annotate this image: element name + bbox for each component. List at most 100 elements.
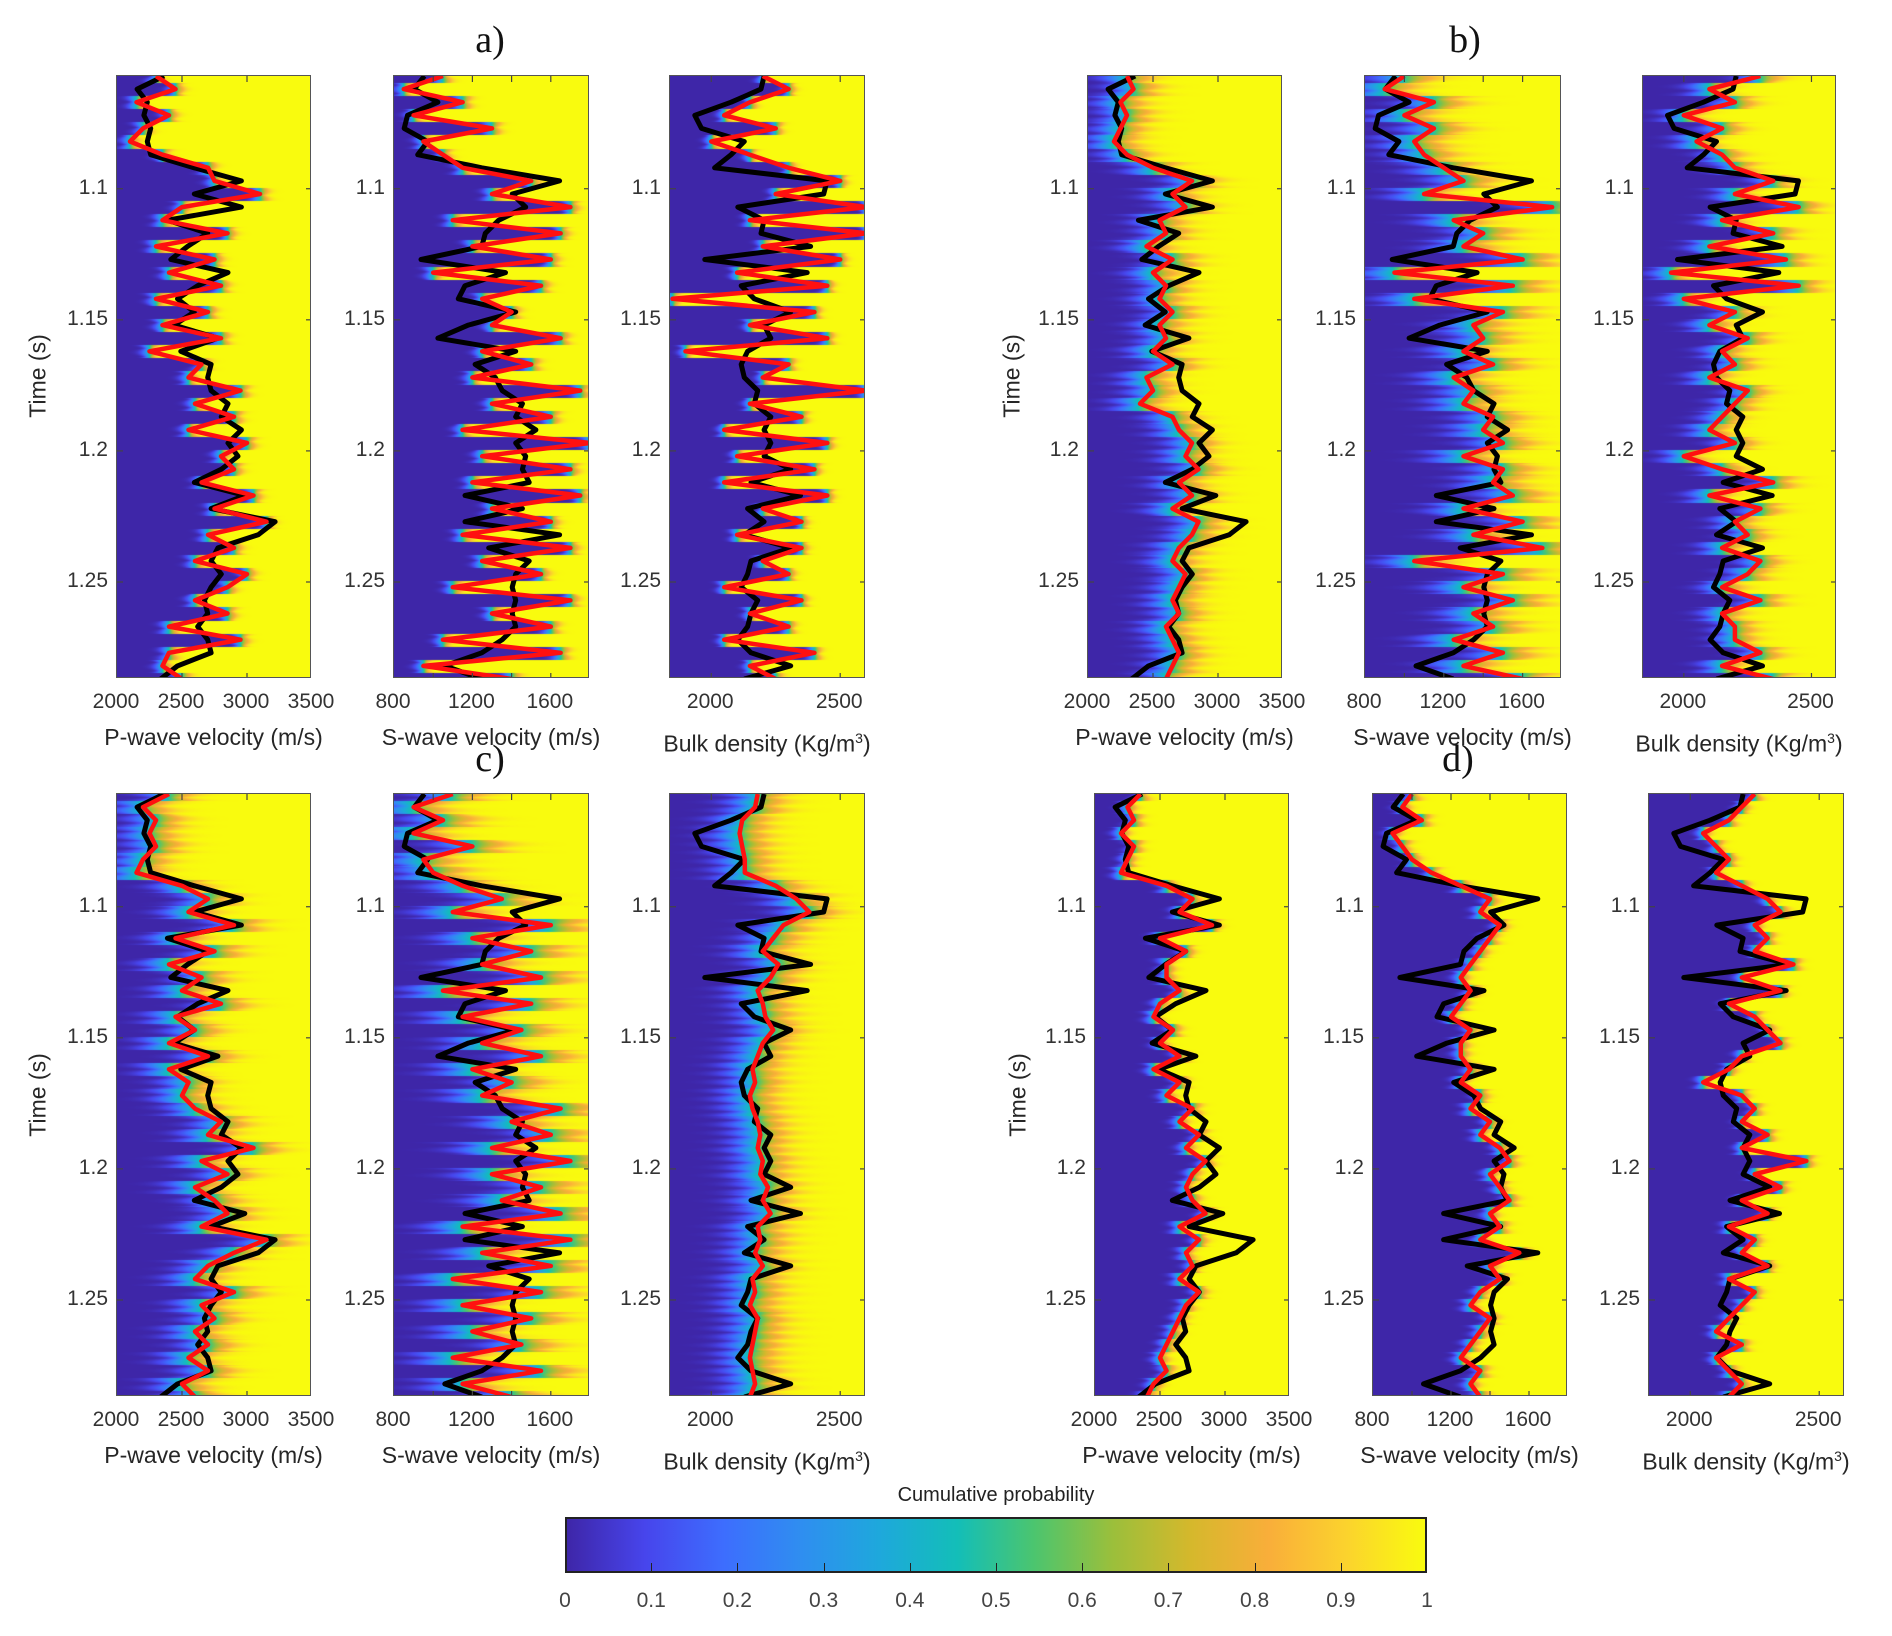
x-tick-label: 3500 <box>287 1408 335 1431</box>
y-axis-label: Time (s) <box>1004 1053 1031 1137</box>
x-tick-label: 3000 <box>1200 1408 1248 1431</box>
x-axis-label-pv: P-wave velocity (m/s) <box>104 1442 323 1468</box>
y-tick-label: 1.25 <box>620 568 661 592</box>
curves <box>1643 76 1835 677</box>
y-axis-label: Time (s) <box>998 334 1025 418</box>
y-tick-label: 1.2 <box>1049 437 1079 461</box>
panel-title-d: d) <box>1442 738 1474 780</box>
x-tick-label: 2000 <box>1063 690 1111 713</box>
x-tick-label: 2500 <box>1128 690 1176 713</box>
x-tick-label: 2000 <box>92 690 140 713</box>
y-tick-label: 1.15 <box>67 306 108 330</box>
colorbar-tick-label: 0.9 <box>1326 1589 1356 1612</box>
x-axis-label-bd: Bulk density (Kg/m3) <box>663 730 871 757</box>
x-tick-label: 1600 <box>526 690 574 713</box>
predicted-line <box>1382 76 1555 677</box>
predicted-line <box>127 76 269 677</box>
y-tick-label: 1.1 <box>1049 175 1079 199</box>
x-tick-label: 2000 <box>92 1408 140 1431</box>
curves <box>117 76 310 677</box>
x-tick-label: 1200 <box>448 690 495 713</box>
colorbar-tick-label: 0.4 <box>895 1589 925 1612</box>
x-tick-label: 2500 <box>1135 1408 1183 1431</box>
x-tick-label: 2000 <box>1665 1408 1713 1431</box>
x-tick-label: 2500 <box>1794 1408 1842 1431</box>
plot-c-pv <box>116 793 311 1396</box>
x-axis-label-sv: S-wave velocity (m/s) <box>1353 724 1572 750</box>
panel-title-a: a) <box>475 19 505 61</box>
x-axis-label-bd: Bulk density (Kg/m3) <box>1642 1448 1850 1475</box>
y-tick-label: 1.2 <box>78 1155 108 1179</box>
plot-b-sv <box>1364 75 1561 678</box>
y-tick-label: 1.15 <box>1045 1024 1086 1048</box>
y-tick-label: 1.1 <box>355 175 385 199</box>
y-tick-label: 1.2 <box>355 1155 385 1179</box>
x-tick-label: 2000 <box>1659 690 1707 713</box>
x-tick-label: 2000 <box>686 690 734 713</box>
x-axis-label-pv: P-wave velocity (m/s) <box>1075 724 1294 750</box>
x-tick-label: 3000 <box>1193 690 1241 713</box>
y-tick-label: 1.1 <box>631 175 661 199</box>
x-tick-label: 800 <box>1354 1408 1390 1431</box>
x-tick-label: 2500 <box>815 1408 863 1431</box>
plot-c-sv <box>393 793 589 1396</box>
y-tick-label: 1.15 <box>344 306 385 330</box>
y-tick-label: 1.1 <box>1610 893 1640 917</box>
y-axis-label: Time (s) <box>24 1053 51 1137</box>
true-log-line <box>1671 794 1809 1395</box>
true-log-line <box>1105 76 1249 677</box>
true-log-line <box>692 794 830 1395</box>
curves <box>1088 76 1281 677</box>
x-tick-label: 2500 <box>815 690 863 713</box>
y-tick-label: 1.1 <box>1604 175 1634 199</box>
x-axis-label-bd: Bulk density (Kg/m3) <box>1635 730 1843 757</box>
y-tick-label: 1.25 <box>344 1286 385 1310</box>
x-axis-label-sv: S-wave velocity (m/s) <box>1360 1442 1579 1468</box>
y-tick-label: 1.1 <box>78 175 108 199</box>
x-tick-label: 1200 <box>1419 690 1467 713</box>
curves <box>670 76 864 677</box>
predicted-line <box>1668 76 1801 677</box>
x-tick-label: 1200 <box>1426 1408 1474 1431</box>
x-tick-label: 2500 <box>157 1408 205 1431</box>
plot-a-bd <box>669 75 865 678</box>
colorbar-tick-mark <box>1254 1563 1256 1571</box>
x-tick-label: 2000 <box>1070 1408 1118 1431</box>
colorbar-tick-mark <box>1082 1563 1084 1571</box>
x-tick-label: 3000 <box>222 1408 270 1431</box>
x-tick-label: 3000 <box>222 690 270 713</box>
colorbar-tick-label: 0 <box>559 1589 571 1612</box>
y-tick-label: 1.1 <box>1334 893 1364 917</box>
true-log-line <box>692 76 830 677</box>
curves <box>394 76 588 677</box>
true-log-line <box>1380 794 1541 1395</box>
x-tick-label: 3500 <box>287 690 335 713</box>
colorbar-tick-mark <box>823 1563 825 1571</box>
y-tick-label: 1.15 <box>620 1024 661 1048</box>
x-tick-label: 2500 <box>1787 690 1834 713</box>
curves <box>1373 794 1566 1395</box>
y-tick-label: 1.25 <box>1599 1286 1640 1310</box>
y-tick-label: 1.25 <box>620 1286 661 1310</box>
y-tick-label: 1.2 <box>1610 1155 1640 1179</box>
y-tick-label: 1.2 <box>631 1155 661 1179</box>
plot-d-pv <box>1094 793 1289 1396</box>
colorbar-tick-label: 0.2 <box>722 1589 752 1612</box>
y-tick-label: 1.25 <box>67 568 108 592</box>
curves <box>670 794 864 1395</box>
x-tick-label: 3500 <box>1265 1408 1313 1431</box>
y-tick-label: 1.1 <box>1056 893 1086 917</box>
plot-d-sv <box>1372 793 1567 1396</box>
colorbar-tick-mark <box>651 1563 653 1571</box>
colorbar-tick-mark <box>1168 1563 1170 1571</box>
curves <box>1649 794 1843 1395</box>
x-axis-label-pv: P-wave velocity (m/s) <box>104 724 323 750</box>
x-tick-label: 2000 <box>686 1408 734 1431</box>
x-tick-label: 3500 <box>1258 690 1306 713</box>
probability-heatmap <box>117 794 310 1395</box>
y-tick-label: 1.2 <box>1056 1155 1086 1179</box>
colorbar-tick-label: 0.5 <box>981 1589 1011 1612</box>
colorbar-tick-mark <box>996 1563 997 1571</box>
colorbar <box>565 1517 1427 1573</box>
y-tick-label: 1.2 <box>631 437 661 461</box>
